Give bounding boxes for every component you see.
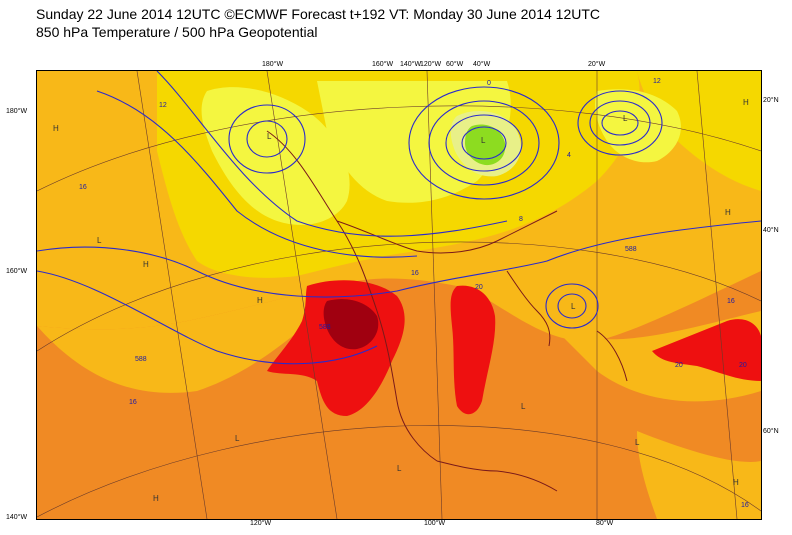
contour-label: 16: [79, 184, 87, 191]
pressure-marker: H: [725, 208, 731, 217]
geopotential-contours: [37, 71, 761, 365]
contour-label: 12: [653, 78, 661, 85]
geopotential-label: 588: [319, 324, 331, 331]
pressure-marker: L: [97, 236, 102, 245]
pressure-marker: H: [743, 98, 749, 107]
lat-label-right-1: 20°N: [763, 97, 779, 104]
lat-label-left-2: 160°W: [6, 268, 28, 275]
lat-label-right-2: 40°N: [763, 227, 779, 234]
pressure-marker: H: [153, 494, 159, 503]
coastlines: [266, 130, 628, 492]
contour-label: 16: [727, 298, 735, 305]
lon-label-top-6: 40°W: [473, 61, 491, 68]
pressure-marker: L: [623, 114, 628, 123]
pressure-marker: H: [733, 478, 739, 487]
lon-label-top-3: 140°W: [400, 61, 422, 68]
pressure-marker: H: [53, 124, 59, 133]
pressure-marker: L: [267, 132, 272, 141]
pressure-marker: H: [143, 260, 149, 269]
pressure-marker: H: [257, 296, 263, 305]
lon-label-top-4: 120°W: [420, 61, 442, 68]
lon-label-bottom-2: 100°W: [424, 520, 446, 527]
map-canvas: 12 16 20 16 16 20 12 8 4 0 16 20 16 588 …: [37, 71, 761, 519]
pressure-markers: H L H L H L H L L H L H L H L L: [53, 98, 749, 503]
contour-labels: 12 16 20 16 16 20 12 8 4 0 16 20 16 588 …: [79, 78, 749, 509]
chart-title: Sunday 22 June 2014 12UTC ©ECMWF Forecas…: [36, 6, 600, 22]
weather-map: 12 16 20 16 16 20 12 8 4 0 16 20 16 588 …: [36, 70, 762, 520]
contour-label: 4: [567, 152, 571, 159]
pressure-marker: L: [571, 302, 576, 311]
lon-label-bottom-1: 120°W: [250, 520, 272, 527]
chart-subtitle: 850 hPa Temperature / 500 hPa Geopotenti…: [36, 24, 318, 40]
contour-label: 16: [129, 399, 137, 406]
lon-label-bottom-3: 80°W: [596, 520, 614, 527]
geopotential-label: 588: [135, 356, 147, 363]
pressure-marker: L: [521, 402, 526, 411]
pressure-marker: L: [481, 136, 486, 145]
contour-label: 8: [519, 216, 523, 223]
geopotential-label: 588: [625, 246, 637, 253]
lon-label-top-5: 60°W: [446, 61, 464, 68]
contour-label: 20: [739, 362, 747, 369]
pressure-marker: L: [635, 438, 640, 447]
contour-label: 0: [487, 80, 491, 87]
temperature-field-very-hot: [323, 299, 379, 350]
pressure-marker: L: [397, 464, 402, 473]
temperature-field-cold: [201, 87, 350, 225]
lon-label-top-2: 160°W: [372, 61, 394, 68]
lon-label-top-7: 20°W: [588, 61, 606, 68]
contour-label: 16: [741, 502, 749, 509]
contour-label: 12: [159, 102, 167, 109]
lat-label-right-3: 60°N: [763, 428, 779, 435]
contour-label: 20: [475, 284, 483, 291]
lat-label-left-3: 140°W: [6, 514, 28, 521]
contour-label: 20: [675, 362, 683, 369]
temperature-field-freezing: [465, 124, 506, 166]
lat-label-left-1: 180°W: [6, 108, 28, 115]
contour-label: 16: [411, 270, 419, 277]
pressure-marker: L: [235, 434, 240, 443]
lon-label-top-1: 180°W: [262, 61, 284, 68]
